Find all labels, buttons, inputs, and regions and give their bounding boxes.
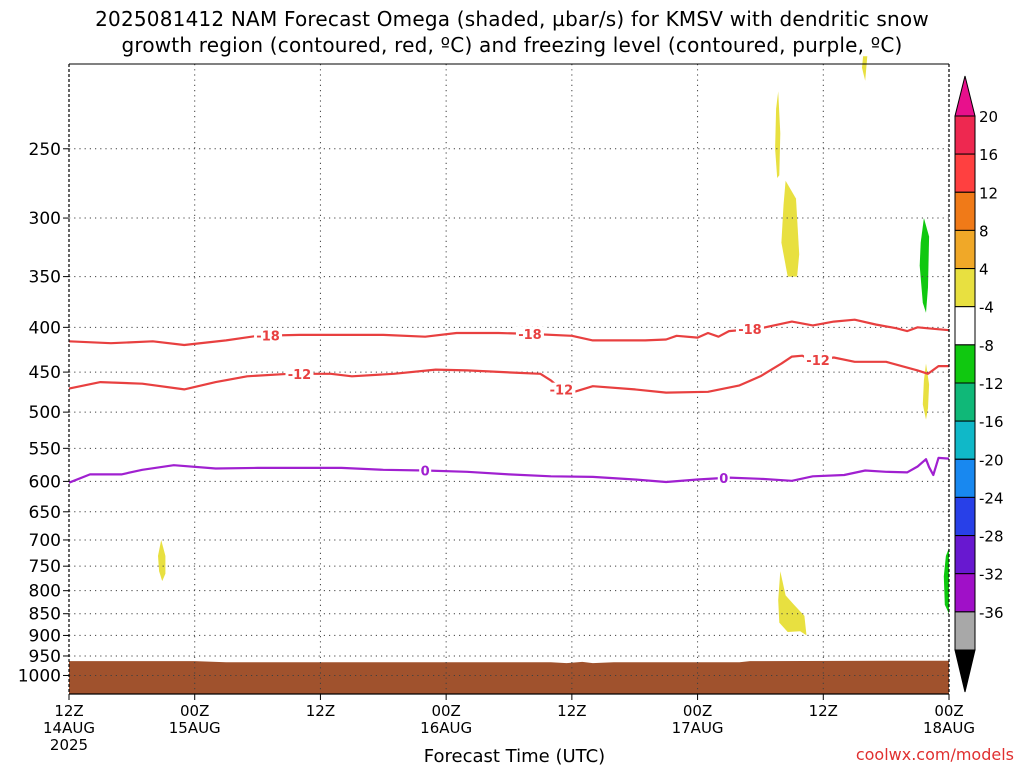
colorbar-label: -8 [979,337,994,355]
chart-title: 2025081412 NAM Forecast Omega (shaded, µ… [95,7,929,31]
colorbar-swatch [954,229,976,269]
y-tick-label: 950 [29,647,61,667]
colorbar-label: -4 [979,299,994,317]
omega-area-0 [158,540,166,582]
contour-label: -12 [288,368,312,383]
colorbar-swatch [954,268,976,308]
y-tick-label: 250 [29,140,61,160]
colorbar-swatch [954,382,976,422]
x-tick-label: 00Z [683,702,712,720]
colorbar-label: -36 [979,604,1004,622]
colorbar-label: -32 [979,566,1004,584]
colorbar-swatch [954,420,976,460]
colorbar-swatch [954,535,976,575]
x-tick-label: 12Z [306,702,335,720]
contour-label: -18 [518,328,542,343]
x-tick-label: 17AUG [672,719,724,737]
colorbar-swatch [954,191,976,231]
y-tick-label: 500 [29,403,61,423]
y-tick-label: 700 [29,531,61,551]
y-tick-label: 750 [29,557,61,577]
y-tick-label: 450 [29,363,61,383]
colorbar-swatch [954,611,976,651]
contour-label-bg [547,382,576,397]
colorbar-label: -12 [979,375,1004,393]
x-tick-label: 14AUG [43,719,95,737]
x-tick-label: 00Z [934,702,963,720]
omega-area-4 [922,363,930,420]
colorbar-swatch [954,496,976,536]
site-credit: coolwx.com/models [855,745,1014,764]
y-tick-label: 300 [29,209,61,229]
y-tick-label: 650 [29,503,61,523]
omega-area-1 [775,91,781,178]
surface-terrain [69,660,949,694]
contour-label: -12 [806,354,830,369]
contour-label: -12 [550,384,574,399]
contour-label-bg [254,328,283,343]
x-tick-label: 18AUG [923,719,975,737]
colorbar-label: -20 [979,451,1004,469]
x-tick-label: 15AUG [169,719,221,737]
plot-area [69,64,949,694]
x-tick-label: 12Z [54,702,83,720]
colorbar-swatch [954,115,976,155]
colorbar-label: 20 [979,108,998,126]
x-tick-label: 2025 [50,736,88,754]
y-tick-label: 550 [29,439,61,459]
colorbar-swatch [954,458,976,498]
contour-label: -18 [256,330,280,345]
contour-label-bg [285,366,314,381]
colorbar-label: 12 [979,184,998,202]
contour-label-bg [515,326,544,341]
y-tick-label: 850 [29,605,61,625]
colorbar-label: 4 [979,261,989,279]
contour-dgz-1 [68,354,949,396]
omega-area-3 [862,56,868,81]
x-tick-label: 12Z [809,702,838,720]
contour-label-bg [804,353,833,368]
contour-freezing-level-2 [68,456,950,484]
colorbar-label: 8 [979,222,989,240]
contour-label: -18 [738,323,762,338]
contour-label-bg [717,470,730,485]
contour-label-bg [419,463,432,478]
y-tick-label: 350 [29,268,61,288]
contour-label-bg [735,322,764,337]
colorbar-swatch [954,153,976,193]
contour-label: 0 [421,464,430,479]
y-tick-label: 1000 [18,666,61,686]
y-tick-label: 600 [29,472,61,492]
x-tick-label: 00Z [431,702,460,720]
omega-area-5 [778,571,807,636]
contour-label: 0 [719,472,728,487]
omega-area-7 [943,548,949,614]
omega-area-2 [781,180,800,277]
omega-area-6 [919,218,930,313]
colorbar-swatch [954,573,976,613]
colorbar-swatch [954,344,976,384]
colorbar-top-arrow [954,75,976,117]
colorbar-label: -24 [979,489,1004,507]
colorbar-label: -28 [979,528,1004,546]
chart-subtitle: growth region (contoured, red, ºC) and f… [121,33,903,57]
colorbar-label: -16 [979,413,1004,431]
colorbar-swatch [954,306,976,346]
colorbar-bottom-arrow [954,649,976,693]
y-tick-label: 800 [29,582,61,602]
x-tick-label: 12Z [557,702,586,720]
y-tick-label: 900 [29,626,61,646]
x-tick-label: 16AUG [420,719,472,737]
colorbar-label: 16 [979,146,998,164]
y-tick-label: 400 [29,318,61,338]
x-tick-label: 00Z [180,702,209,720]
x-axis-label: Forecast Time (UTC) [423,746,606,767]
